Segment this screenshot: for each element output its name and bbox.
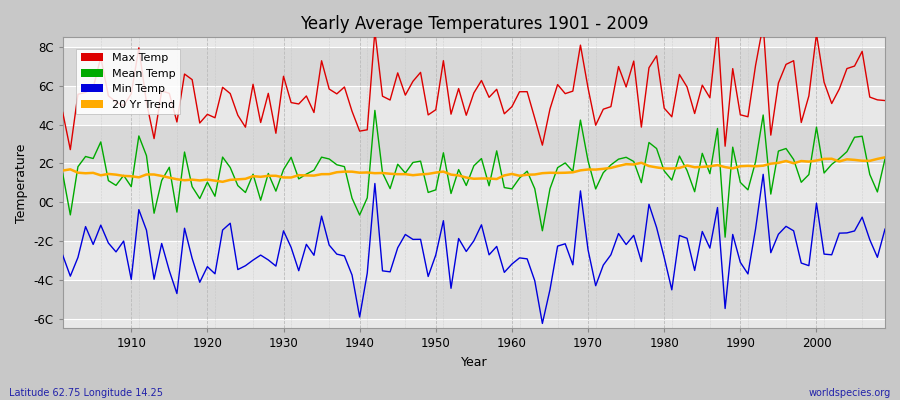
X-axis label: Year: Year: [461, 356, 487, 369]
Bar: [63, 125, 885, 164]
Bar: [63, 280, 885, 319]
Y-axis label: Temperature: Temperature: [15, 143, 28, 222]
Text: worldspecies.org: worldspecies.org: [809, 388, 891, 398]
Title: Yearly Average Temperatures 1901 - 2009: Yearly Average Temperatures 1901 - 2009: [300, 15, 648, 33]
Bar: [63, 86, 885, 125]
Bar: [63, 241, 885, 280]
Bar: [63, 47, 885, 86]
Bar: [63, 202, 885, 241]
Text: Latitude 62.75 Longitude 14.25: Latitude 62.75 Longitude 14.25: [9, 388, 163, 398]
Legend: Max Temp, Mean Temp, Min Temp, 20 Yr Trend: Max Temp, Mean Temp, Min Temp, 20 Yr Tre…: [76, 49, 180, 114]
Bar: [63, 164, 885, 202]
